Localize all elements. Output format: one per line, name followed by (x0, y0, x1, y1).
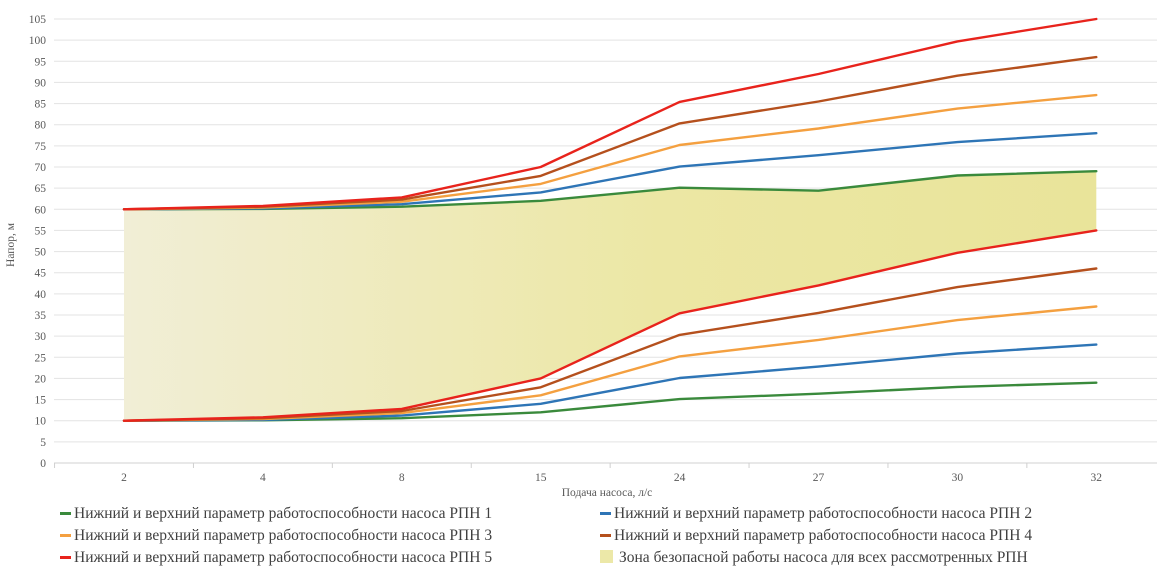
y-tick-label: 0 (40, 458, 46, 470)
x-tick-label: 27 (813, 472, 825, 484)
axes: 0 5 10 15 20 25 30 35 40 45 50 55 60 65 70 75 80 85 90 95 10… (29, 14, 1157, 484)
y-tick-label: 65 (35, 183, 47, 195)
y-tick-label: 100 (29, 35, 47, 47)
legend-item-safe-zone: Зона безопасной работы насоса для всех р… (600, 549, 1028, 567)
series-line-rpn5-lower (122, 229, 1098, 422)
x-tick-label: 4 (260, 472, 266, 484)
y-tick-label: 75 (35, 141, 47, 153)
y-tick-label: 45 (35, 268, 47, 280)
y-tick-label: 25 (35, 352, 47, 364)
legend-label-rpn5: Нижний и верхний параметр работоспособно… (74, 549, 493, 566)
y-tick-label: 40 (35, 289, 47, 301)
y-tick-label: 95 (35, 56, 47, 68)
legend-item-rpn1: Нижний и верхний параметр работоспособно… (60, 505, 492, 523)
series-line-rpn5-upper (122, 17, 1098, 211)
y-tick-label: 30 (35, 331, 47, 343)
x-tick-label: 32 (1091, 472, 1103, 484)
x-tick-label: 24 (674, 472, 686, 484)
y-tick-label: 15 (35, 395, 47, 407)
y-tick-label: 90 (35, 77, 47, 89)
legend-label-rpn1: Нижний и верхний параметр работоспособно… (74, 505, 493, 522)
y-tick-label: 70 (35, 162, 47, 174)
x-tick-label: 15 (535, 472, 547, 484)
y-tick-label: 80 (35, 120, 47, 132)
legend-swatch-rpn1 (60, 511, 71, 515)
y-tick-label: 85 (35, 99, 47, 111)
y-tick-label: 20 (35, 373, 47, 385)
legend-label-rpn3: Нижний и верхний параметр работоспособно… (74, 527, 493, 544)
y-tick-label: 5 (40, 437, 46, 449)
safe-zone-fill (124, 171, 1097, 421)
y-tick-label: 35 (35, 310, 47, 322)
legend-label-safe-zone: Зона безопасной работы насоса для всех р… (619, 549, 1028, 566)
series-lines (122, 17, 1098, 422)
x-axis-label: Подача насоса, л/с (562, 487, 653, 499)
y-tick-label: 50 (35, 247, 47, 259)
safe-zone-area (124, 171, 1097, 421)
chart-svg: 0 5 10 15 20 25 30 35 40 45 50 55 60 65 70 75 80 85 90 95 10… (5, 14, 1157, 499)
legend-swatch-safe-zone (600, 549, 613, 563)
legend-swatch-rpn5 (60, 555, 71, 559)
x-tick-label: 30 (952, 472, 964, 484)
legend-item-rpn4: Нижний и верхний параметр работоспособно… (600, 527, 1032, 545)
legend-swatch-rpn4 (600, 533, 611, 537)
y-tick-label: 10 (35, 416, 47, 428)
legend-swatch-rpn3 (60, 533, 71, 537)
y-tick-label: 55 (35, 225, 47, 237)
y-tick-label: 60 (35, 204, 47, 216)
x-tick-label: 2 (121, 472, 127, 484)
legend-item-rpn2: Нижний и верхний параметр работоспособно… (600, 505, 1032, 523)
legend-label-rpn4: Нижний и верхний параметр работоспособно… (614, 527, 1033, 544)
legend-item-rpn5: Нижний и верхний параметр работоспособно… (60, 549, 492, 567)
y-tick-label: 105 (29, 14, 47, 26)
y-axis-label: Напор, м (5, 222, 17, 267)
legend-swatch-rpn2 (600, 511, 611, 515)
legend-label-rpn2: Нижний и верхний параметр работоспособно… (614, 505, 1033, 522)
legend-item-rpn3: Нижний и верхний параметр работоспособно… (60, 527, 492, 545)
x-tick-label: 8 (399, 472, 405, 484)
